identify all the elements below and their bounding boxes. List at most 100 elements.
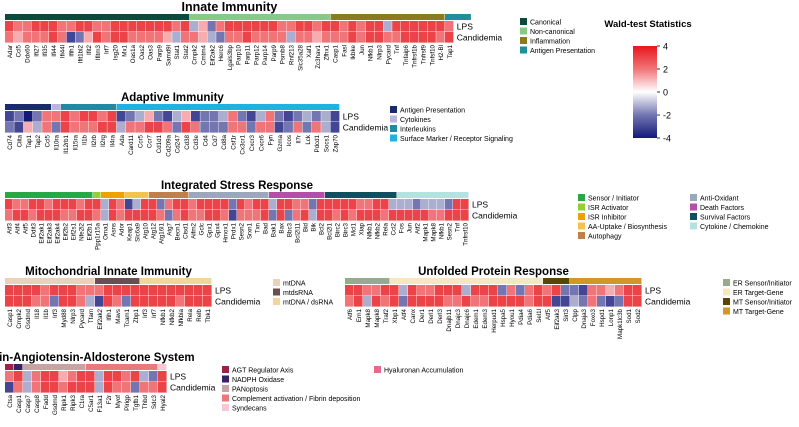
- legend-label: ER Sensor/Initiator: [733, 281, 792, 288]
- heatmap-cell: [269, 210, 277, 221]
- legend-swatch: [578, 194, 585, 201]
- heatmap-cell: [68, 382, 77, 393]
- gene-label: Cd247: [175, 134, 182, 153]
- legend-label: Cytokines: [400, 117, 431, 124]
- heatmap-cell: [489, 296, 498, 307]
- gene-label: Mavs: [115, 309, 122, 324]
- heatmap-cell: [354, 296, 363, 307]
- heatmap-cell: [172, 21, 181, 32]
- annotation-segment: [14, 364, 23, 370]
- gene-label: Mapk8: [431, 222, 438, 241]
- gene-label: Hspa5: [500, 308, 507, 326]
- legend-swatch: [690, 213, 697, 220]
- gene-label: Ddit3: [31, 222, 38, 237]
- heatmap-cell: [5, 111, 14, 122]
- legend-label: Survival Factors: [700, 215, 751, 222]
- heatmap-cell: [427, 32, 436, 43]
- heatmap-cell: [286, 21, 295, 32]
- gene-label: Hmox1: [223, 222, 230, 242]
- heatmap-cell: [104, 382, 113, 393]
- heatmap-cell: [269, 32, 278, 43]
- heatmap-cell: [333, 210, 341, 221]
- heatmap-cell: [317, 210, 325, 221]
- gene-label: Cxcr6: [258, 134, 265, 151]
- legend-swatch: [578, 203, 585, 211]
- heatmap-cell: [57, 32, 67, 43]
- heatmap-cell: [597, 285, 606, 296]
- gene-label: Ciita: [16, 134, 23, 147]
- heatmap-cell: [516, 285, 525, 296]
- heatmap-cell: [23, 382, 32, 393]
- gene-label: Tnfaip6: [403, 44, 410, 65]
- heatmap-cell: [597, 296, 606, 307]
- gene-label: Tnfrsf10: [463, 222, 470, 245]
- heatmap-cell: [498, 296, 507, 307]
- heatmap-cell: [429, 199, 437, 210]
- heatmap-cell: [173, 210, 181, 221]
- heatmap-cell: [321, 32, 331, 43]
- annotation-segment: [5, 14, 190, 20]
- legend-label: mtDNA / dsRNA: [283, 300, 334, 307]
- gene-label: Cd8a: [221, 134, 228, 149]
- heatmap-cell: [137, 21, 146, 32]
- legend-swatch: [520, 46, 527, 54]
- annotation-segment: [23, 364, 86, 370]
- heatmap-cell: [421, 210, 429, 221]
- heatmap-cell: [390, 296, 399, 307]
- gene-label: Der1: [419, 308, 426, 322]
- annotation-segment: [93, 192, 101, 198]
- heatmap-cell: [125, 210, 133, 221]
- gene-label: Irf3: [142, 308, 149, 317]
- legend-label: Canonical: [530, 20, 562, 27]
- gene-label: Card11: [128, 134, 135, 154]
- heatmap-cell: [277, 21, 287, 32]
- heatmap-cell: [13, 210, 21, 221]
- heatmap-cell: [374, 21, 383, 32]
- gene-label: Parp12: [253, 44, 260, 65]
- annotation-segment: [60, 104, 117, 110]
- heatmap-cell: [167, 285, 176, 296]
- heatmap-cell: [197, 210, 205, 221]
- heatmap-cell: [185, 285, 194, 296]
- heatmap-cell: [285, 199, 293, 210]
- heatmap-cell: [95, 296, 104, 307]
- heatmap-cell: [437, 210, 445, 221]
- heatmap-cell: [209, 122, 219, 133]
- gene-label: Il4ra: [109, 134, 116, 147]
- heatmap-cell: [624, 296, 633, 307]
- gene-label: Fadd: [43, 394, 50, 409]
- heatmap-cell: [14, 296, 23, 307]
- colorbar-tick-label: 0: [663, 88, 668, 98]
- heatmap-cell: [113, 285, 122, 296]
- annotation-segment: [5, 278, 95, 284]
- heatmap-cell: [167, 296, 176, 307]
- colorbar-tick-label: 2: [663, 65, 668, 75]
- heatmap-cell: [413, 210, 421, 221]
- gene-label: Atf6: [347, 308, 354, 320]
- legend-swatch: [520, 27, 527, 35]
- gene-label: Pdia6: [527, 308, 534, 324]
- heatmap-cell: [149, 199, 157, 210]
- gene-label: Tap2: [35, 134, 42, 148]
- gene-label: Myd88: [61, 308, 68, 327]
- heatmap-cell: [104, 371, 113, 382]
- heatmap-cell: [301, 210, 309, 221]
- gene-label: Rela: [187, 308, 194, 321]
- heatmap-cell: [333, 199, 341, 210]
- gene-label: Hyou1: [509, 308, 516, 326]
- heatmap-cell: [507, 285, 516, 296]
- row-label: Candidemia: [170, 383, 216, 393]
- gene-label: Gclc: [199, 223, 206, 235]
- heatmap-cell: [122, 296, 131, 307]
- annotation-segment: [95, 278, 140, 284]
- legend-swatch: [390, 115, 397, 123]
- heatmap-cell: [633, 285, 642, 296]
- gene-label: Zbp1: [133, 308, 140, 323]
- heatmap-cell: [357, 21, 366, 32]
- gene-label: Nlrp3: [70, 308, 77, 323]
- gene-label: Casp7: [25, 394, 32, 412]
- heatmap-cell: [22, 21, 31, 32]
- gene-label: Bcl2l1: [327, 222, 334, 239]
- heatmap-cell: [437, 199, 445, 210]
- heatmap-cell: [207, 32, 216, 43]
